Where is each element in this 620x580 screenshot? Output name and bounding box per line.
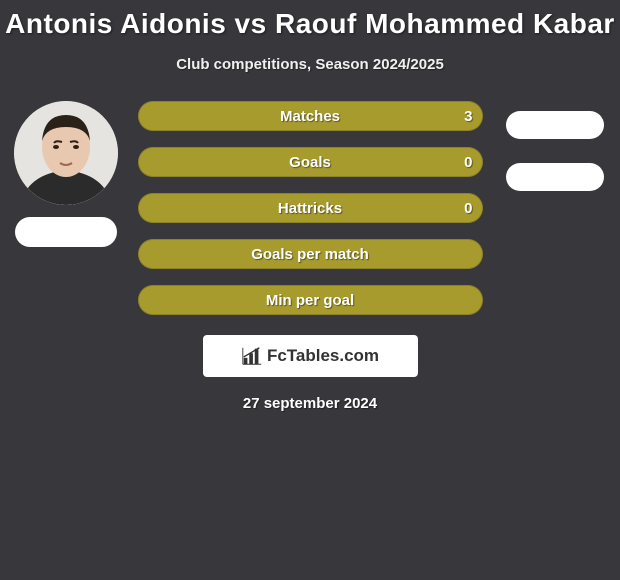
comparison-panel: Matches 3 Goals 0 Hattricks 0 Goals per match M…: [0, 101, 620, 315]
player-left-avatar: [14, 101, 118, 205]
stat-bar-value-left: 0: [464, 200, 472, 217]
stat-bar-label: Min per goal: [266, 292, 354, 309]
stat-bar: Hattricks 0: [138, 193, 483, 223]
player-right-column: [497, 101, 612, 191]
footer-brand-badge: FcTables.com: [203, 335, 418, 377]
player-right-badge-2: [506, 163, 604, 191]
player-right-badge-1: [506, 111, 604, 139]
player-right-badges: [506, 101, 604, 191]
date-text: 27 september 2024: [0, 395, 620, 412]
bar-chart-icon: [241, 345, 263, 367]
stat-bar-value-left: 3: [464, 108, 472, 125]
player-left-column: [8, 101, 123, 247]
stat-bar-label: Goals: [289, 154, 331, 171]
stat-bars: Matches 3 Goals 0 Hattricks 0 Goals per match M…: [138, 101, 483, 315]
avatar-placeholder-icon: [14, 101, 118, 205]
stat-bar-label: Matches: [280, 108, 340, 125]
stat-bar-label: Goals per match: [251, 246, 369, 263]
stat-bar: Matches 3: [138, 101, 483, 131]
footer-brand-text: FcTables.com: [267, 346, 379, 366]
subtitle: Club competitions, Season 2024/2025: [0, 56, 620, 73]
player-left-team-badge: [15, 217, 117, 247]
stat-bar: Goals 0: [138, 147, 483, 177]
page-title: Antonis Aidonis vs Raouf Mohammed Kabar: [0, 0, 620, 40]
stat-bar: Min per goal: [138, 285, 483, 315]
stat-bar-label: Hattricks: [278, 200, 342, 217]
stat-bar: Goals per match: [138, 239, 483, 269]
stat-bar-value-left: 0: [464, 154, 472, 171]
